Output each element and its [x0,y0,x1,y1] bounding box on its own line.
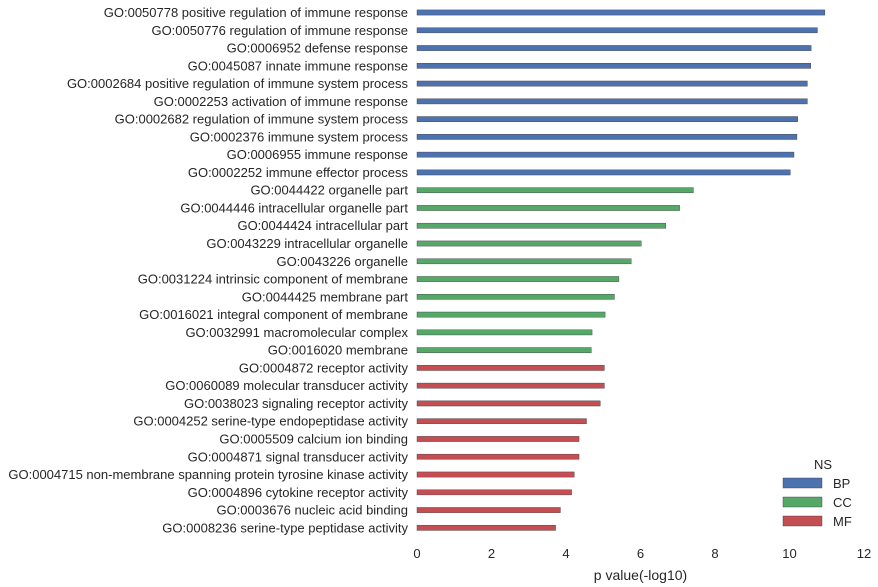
bars-layer [416,9,826,531]
category-label: GO:0050778 positive regulation of immune… [104,5,408,20]
bar-bp-1 [416,9,826,16]
category-label: GO:0016020 membrane [268,343,408,358]
legend-swatch-mf [782,515,823,527]
bar-cc-1 [416,187,694,194]
x-tick-label: 6 [637,546,644,561]
x-tick-label: 2 [488,546,495,561]
category-label: GO:0043229 intracellular organelle [206,236,408,251]
category-labels: GO:0050778 positive regulation of immune… [8,5,408,535]
legend-title: NS [814,457,832,472]
category-label: GO:0044424 intracellular part [237,218,408,233]
category-label: GO:0032991 macromolecular complex [185,325,408,340]
bar-cc-10 [416,347,592,353]
category-label: GO:0045087 innate immune response [188,58,408,73]
bar-bp-4 [416,63,811,69]
category-label: GO:0003676 nucleic acid binding [216,503,408,518]
bar-bp-9 [416,151,795,158]
legend-label-bp: BP [833,476,850,491]
category-label: GO:0044422 organelle part [250,183,408,198]
category-label: GO:0016021 integral component of membran… [139,307,408,322]
bar-mf-8 [416,489,572,496]
bar-bp-3 [416,45,812,51]
bar-cc-9 [416,329,593,336]
bar-cc-7 [416,294,615,300]
category-label: GO:0004715 non-membrane spanning protein… [8,467,408,482]
bar-bp-8 [416,134,798,140]
bar-mf-10 [416,525,556,531]
bar-mf-6 [416,453,580,460]
bar-cc-5 [416,258,632,265]
bar-cc-6 [416,276,620,282]
bar-mf-7 [416,471,575,478]
category-label: GO:0004252 serine-type endopeptidase act… [133,414,408,429]
category-label: GO:0002684 positive regulation of immune… [67,76,409,91]
category-label: GO:0043226 organelle [276,254,408,269]
bar-cc-8 [416,311,606,318]
category-label: GO:0008236 serine-type peptidase activit… [162,520,408,535]
bar-mf-1 [416,365,605,371]
bar-mf-4 [416,418,587,425]
x-tick-label: 12 [857,546,871,561]
bar-bp-5 [416,80,808,87]
x-tick-label: 0 [413,546,420,561]
bar-bp-7 [416,116,798,122]
category-label: GO:0004872 receptor activity [239,360,409,375]
bar-mf-3 [416,400,601,407]
legend-label-cc: CC [833,495,852,510]
bar-bp-10 [416,169,791,176]
legend-swatch-bp [782,477,823,489]
category-label: GO:0006955 immune response [227,147,408,162]
x-axis: 0 2 4 6 8 10 12 [413,546,871,561]
category-label: GO:0002376 immune system process [190,129,409,144]
bar-cc-2 [416,205,680,211]
category-label: GO:0002252 immune effector process [188,165,409,180]
bar-cc-4 [416,240,642,247]
category-label: GO:0002682 regulation of immune system p… [115,112,409,127]
legend-swatch-cc [782,496,823,508]
bar-mf-2 [416,382,605,389]
category-label: GO:0044425 membrane part [242,289,409,304]
category-label: GO:0006952 defense response [227,41,408,56]
category-label: GO:0044446 intracellular organelle part [180,200,408,215]
category-label: GO:0038023 signaling receptor activity [184,396,409,411]
category-label: GO:0031224 intrinsic component of membra… [138,272,408,287]
bar-cc-3 [416,222,667,229]
category-label: GO:0004896 cytokine receptor activity [188,485,409,500]
bar-bp-6 [416,98,808,105]
bar-mf-5 [416,436,580,442]
bar-bp-2 [416,27,818,34]
x-tick-label: 4 [562,546,569,561]
category-label: GO:0002253 activation of immune response [154,94,408,109]
category-label: GO:0004871 signal transducer activity [188,449,409,464]
legend-label-mf: MF [833,514,852,529]
category-label: GO:0005509 calcium ion binding [219,431,408,446]
legend: NS BP CC MF [782,457,852,529]
category-label: GO:0050776 regulation of immune response [151,23,408,38]
x-tick-label: 10 [782,546,796,561]
x-tick-label: 8 [711,546,718,561]
x-axis-title: p value(-log10) [594,567,687,583]
category-label: GO:0060089 molecular transducer activity [165,378,408,393]
bar-mf-9 [416,507,561,513]
